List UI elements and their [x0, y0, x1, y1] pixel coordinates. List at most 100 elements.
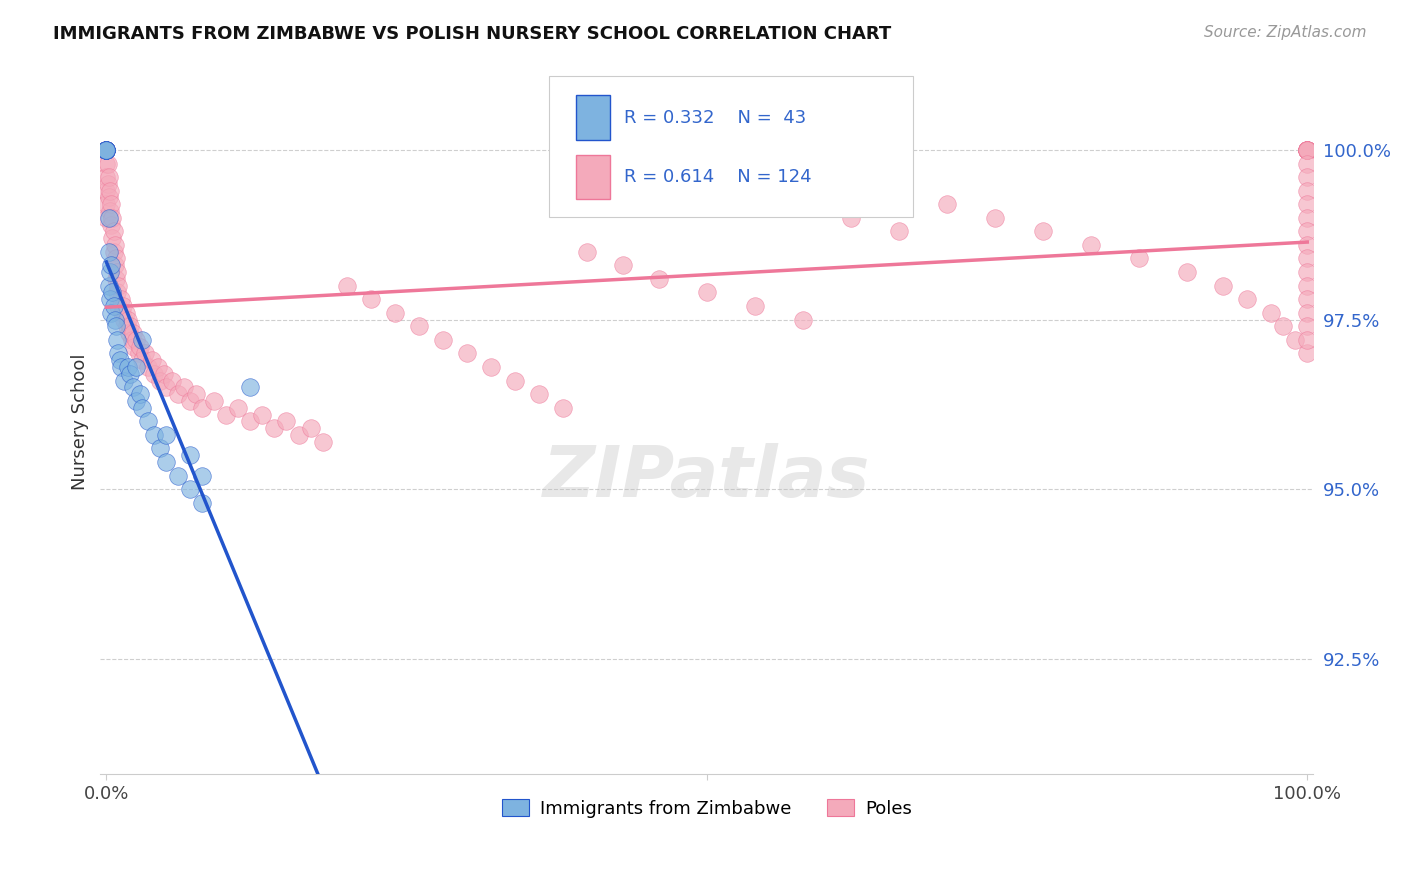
Point: [131, 333, 153, 347]
Y-axis label: Nursery School: Nursery School: [72, 353, 89, 490]
Point: [1296, 143, 1319, 157]
Point: [96, 197, 118, 211]
Point: [173, 380, 195, 394]
Point: [96, 143, 118, 157]
Point: [551, 401, 574, 415]
Point: [117, 359, 139, 374]
Point: [1296, 143, 1319, 157]
FancyBboxPatch shape: [576, 95, 610, 140]
Point: [105, 265, 128, 279]
Point: [984, 211, 1007, 225]
Point: [186, 387, 208, 401]
Point: [97, 190, 120, 204]
Point: [239, 414, 262, 428]
Point: [179, 394, 201, 409]
Point: [1284, 333, 1306, 347]
Point: [1296, 265, 1319, 279]
Point: [138, 359, 160, 374]
Point: [155, 428, 177, 442]
Point: [96, 170, 118, 185]
Point: [1272, 319, 1295, 334]
Point: [107, 346, 129, 360]
Point: [1296, 224, 1319, 238]
Point: [114, 306, 136, 320]
Point: [204, 394, 226, 409]
Point: [146, 359, 169, 374]
Point: [103, 224, 125, 238]
Point: [121, 333, 143, 347]
Point: [479, 359, 502, 374]
Point: [1296, 211, 1319, 225]
Point: [162, 374, 184, 388]
Point: [96, 143, 118, 157]
Point: [432, 333, 454, 347]
Point: [839, 211, 862, 225]
Point: [129, 387, 152, 401]
Point: [239, 380, 262, 394]
Text: ZIPatlas: ZIPatlas: [543, 443, 870, 512]
Point: [108, 353, 131, 368]
Point: [96, 143, 118, 157]
Point: [138, 414, 160, 428]
Point: [263, 421, 285, 435]
Point: [100, 218, 122, 232]
Point: [1260, 306, 1282, 320]
FancyBboxPatch shape: [550, 76, 912, 217]
Point: [105, 285, 128, 300]
Point: [118, 326, 141, 340]
Point: [96, 156, 118, 170]
Point: [121, 326, 143, 340]
Point: [107, 299, 129, 313]
Point: [96, 143, 118, 157]
Point: [384, 306, 406, 320]
Point: [111, 306, 134, 320]
Point: [125, 333, 148, 347]
Point: [1296, 238, 1319, 252]
Point: [125, 394, 148, 409]
Point: [121, 380, 143, 394]
Text: R = 0.332    N =  43: R = 0.332 N = 43: [624, 109, 807, 127]
Point: [96, 143, 118, 157]
Point: [107, 278, 129, 293]
Point: [104, 272, 127, 286]
Point: [1296, 143, 1319, 157]
Point: [1296, 292, 1319, 306]
Point: [104, 238, 127, 252]
Point: [1212, 278, 1234, 293]
Point: [149, 374, 172, 388]
Point: [96, 143, 118, 157]
Point: [887, 224, 910, 238]
Point: [1296, 143, 1319, 157]
Point: [131, 401, 153, 415]
Point: [112, 312, 135, 326]
Point: [105, 333, 128, 347]
Point: [101, 211, 124, 225]
Point: [96, 143, 118, 157]
Point: [179, 482, 201, 496]
Point: [112, 374, 135, 388]
Point: [1296, 346, 1319, 360]
Point: [456, 346, 478, 360]
Point: [1296, 319, 1319, 334]
Point: [96, 177, 118, 191]
Point: [252, 408, 274, 422]
Point: [744, 299, 766, 313]
Point: [1296, 306, 1319, 320]
Point: [503, 374, 526, 388]
Point: [104, 319, 127, 334]
Point: [299, 421, 322, 435]
Point: [1296, 143, 1319, 157]
Point: [1296, 143, 1319, 157]
Point: [120, 319, 142, 334]
FancyBboxPatch shape: [576, 155, 610, 200]
Point: [104, 258, 127, 272]
Legend: Immigrants from Zimbabwe, Poles: Immigrants from Zimbabwe, Poles: [495, 792, 920, 825]
Point: [335, 278, 357, 293]
Point: [167, 468, 190, 483]
Point: [149, 442, 172, 456]
Point: [96, 143, 118, 157]
Point: [96, 143, 118, 157]
Text: IMMIGRANTS FROM ZIMBABWE VS POLISH NURSERY SCHOOL CORRELATION CHART: IMMIGRANTS FROM ZIMBABWE VS POLISH NURSE…: [53, 25, 891, 43]
Point: [110, 292, 132, 306]
Point: [1296, 143, 1319, 157]
